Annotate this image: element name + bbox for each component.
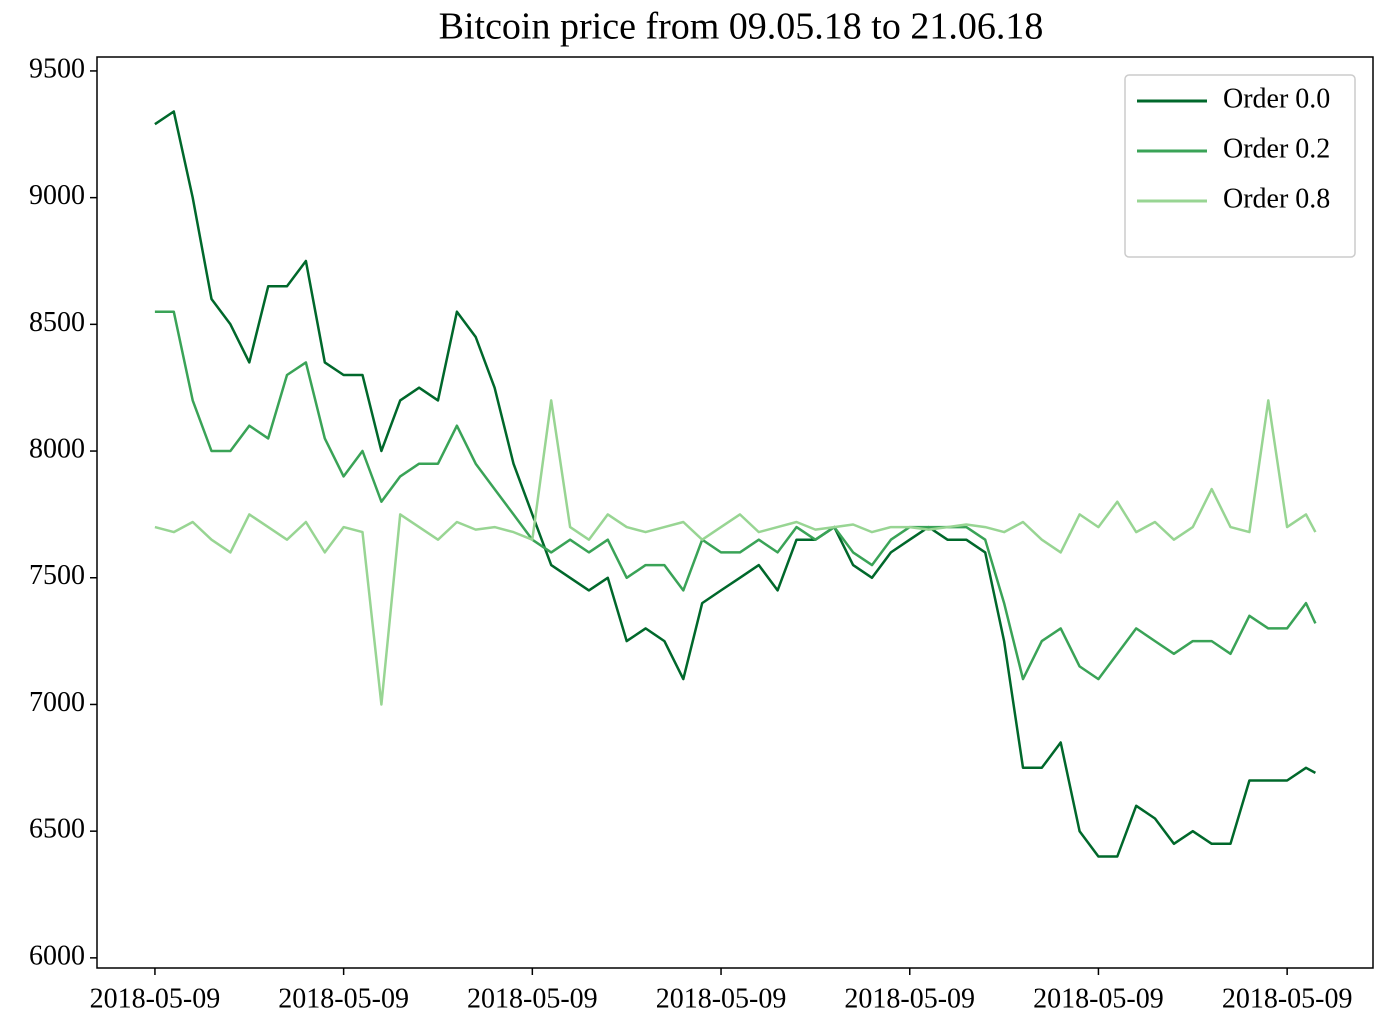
plot-frame bbox=[96, 56, 1374, 969]
legend-label: Order 0.2 bbox=[1223, 133, 1330, 164]
legend-label: Order 0.8 bbox=[1223, 183, 1330, 214]
x-tick-label: 2018-05-09 bbox=[467, 983, 598, 1014]
x-tick-label: 2018-05-09 bbox=[1222, 983, 1353, 1014]
x-tick-label: 2018-05-09 bbox=[844, 983, 975, 1014]
y-tick-label: 8500 bbox=[29, 307, 85, 338]
chart-title: Bitcoin price from 09.05.18 to 21.06.18 bbox=[439, 6, 1044, 48]
y-tick-label: 6500 bbox=[29, 814, 85, 845]
x-tick-label: 2018-05-09 bbox=[90, 983, 221, 1014]
y-tick-label: 8000 bbox=[29, 433, 85, 464]
legend-label: Order 0.0 bbox=[1223, 83, 1330, 114]
series-line bbox=[154, 110, 1316, 858]
x-tick-label: 2018-05-09 bbox=[1033, 983, 1164, 1014]
legend-box bbox=[1124, 74, 1356, 258]
y-tick-label: 7500 bbox=[29, 560, 85, 591]
y-tick-label: 6000 bbox=[29, 940, 85, 971]
x-tick-label: 2018-05-09 bbox=[278, 983, 409, 1014]
y-tick-label: 7000 bbox=[29, 687, 85, 718]
series-line bbox=[154, 310, 1317, 681]
y-tick-label: 9000 bbox=[29, 180, 85, 211]
y-tick-label: 9500 bbox=[29, 53, 85, 84]
series-line bbox=[154, 399, 1317, 706]
x-tick-label: 2018-05-09 bbox=[656, 983, 787, 1014]
